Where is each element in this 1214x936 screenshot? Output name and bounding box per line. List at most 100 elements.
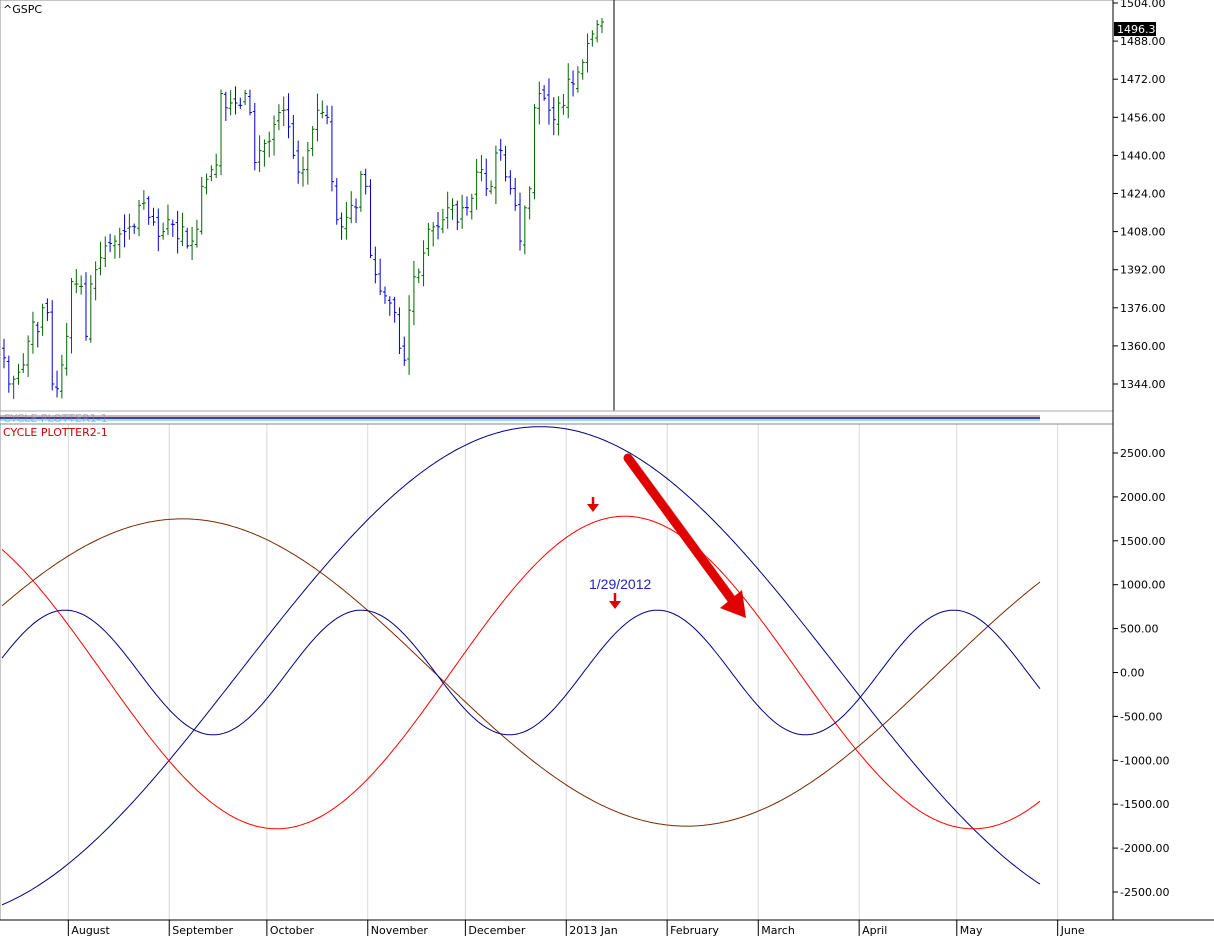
cycle-tick-label: -1000.00 <box>1120 754 1169 767</box>
cycle-line-blue-small <box>1 609 1041 736</box>
cycle-line-brown <box>1 518 1041 827</box>
cycle-tick-label: -2500.00 <box>1120 886 1169 899</box>
cycle-tick-label: 2500.00 <box>1120 447 1166 460</box>
indicator-panel-frame <box>0 423 1114 921</box>
price-bar <box>257 135 262 173</box>
price-bar <box>55 370 60 398</box>
price-bar <box>378 258 383 296</box>
price-bar <box>223 91 228 121</box>
price-bar <box>518 192 523 251</box>
price-bar <box>397 307 402 354</box>
price-bar <box>267 131 272 158</box>
price-bar <box>373 246 378 284</box>
price-bar <box>489 180 494 195</box>
price-bar <box>551 97 556 136</box>
price-bar <box>127 213 132 240</box>
price-tick-label: 1488.00 <box>1120 35 1166 48</box>
price-tick-label: 1424.00 <box>1120 188 1166 201</box>
price-bar <box>146 196 151 225</box>
month-label: 2013 Jan <box>569 924 617 936</box>
price-bar <box>64 322 69 376</box>
price-bar <box>79 275 84 295</box>
price-bar <box>286 93 291 139</box>
cycle-tick-label: -1500.00 <box>1120 798 1169 811</box>
price-bar <box>532 104 537 200</box>
price-bar <box>141 190 146 210</box>
price-tick-label: 1360.00 <box>1120 340 1166 353</box>
price-bar <box>460 194 465 229</box>
price-bar <box>238 97 243 109</box>
price-tick-label: 1440.00 <box>1120 149 1166 162</box>
price-bar <box>571 70 576 97</box>
ticker-label: ^GSPC <box>3 3 42 16</box>
price-bar <box>508 170 513 195</box>
price-bar <box>204 173 209 195</box>
collapsed-indicator-strip[interactable]: CYCLE PLOTTER1-1 <box>0 410 1114 425</box>
price-bar <box>527 186 532 220</box>
cycle-tick-label: -500.00 <box>1120 710 1162 723</box>
price-bar <box>445 191 450 229</box>
price-bar <box>2 338 6 369</box>
price-bar <box>243 89 248 106</box>
price-bar <box>180 212 185 247</box>
price-bar <box>320 100 325 119</box>
price-bar <box>151 207 156 226</box>
price-bar <box>431 222 436 247</box>
price-bar <box>575 66 580 93</box>
price-bar <box>310 126 315 157</box>
month-label: December <box>468 924 526 936</box>
price-tick-label: 1392.00 <box>1120 264 1166 277</box>
price-bar <box>455 200 460 231</box>
price-bar <box>83 272 88 341</box>
price-bar <box>219 89 224 176</box>
price-bar <box>474 158 479 210</box>
price-bar <box>301 156 305 187</box>
price-bar <box>69 278 74 354</box>
price-bar <box>93 261 98 301</box>
price-tick-label: 1472.00 <box>1120 73 1166 86</box>
last-price-badge: 1496.34 <box>1114 22 1163 36</box>
price-bar <box>185 227 190 249</box>
month-label: September <box>172 924 233 936</box>
price-bars <box>2 18 604 399</box>
price-bar <box>407 295 412 375</box>
price-bar <box>214 153 219 179</box>
price-tick-label: 1344.00 <box>1120 378 1166 391</box>
price-bar <box>262 139 267 167</box>
price-bar <box>339 212 344 240</box>
price-bar <box>513 178 518 211</box>
price-bar <box>228 90 233 116</box>
price-bar <box>484 158 489 197</box>
price-bar <box>392 296 397 323</box>
price-bar <box>98 241 103 276</box>
cycle-tick-label: 500.00 <box>1120 623 1159 636</box>
price-bar <box>368 179 373 259</box>
price-panel-frame <box>0 0 1114 412</box>
price-bar <box>40 303 45 336</box>
price-bar <box>272 115 277 156</box>
price-bar <box>296 140 301 184</box>
price-bar <box>363 168 368 195</box>
price-bar <box>175 210 180 254</box>
price-tick-label: 1408.00 <box>1120 226 1166 239</box>
price-bar <box>6 355 11 393</box>
price-bar <box>281 96 286 127</box>
month-label: November <box>371 924 429 936</box>
cycle-lines <box>1 426 1041 906</box>
price-bar <box>30 311 35 354</box>
price-bar <box>402 336 407 366</box>
price-bar <box>209 165 214 182</box>
right-value-axis: 1504.00 1488.00 1472.00 1456.00 1440.00 1424.… <box>1112 0 1169 920</box>
price-bar <box>108 233 113 253</box>
price-bar <box>546 78 551 125</box>
price-tick-label: 1456.00 <box>1120 111 1166 124</box>
price-tick-label: 1376.00 <box>1120 302 1166 315</box>
month-label: May <box>960 924 983 936</box>
month-label: October <box>270 924 314 936</box>
price-bar <box>59 354 64 399</box>
price-bar <box>358 170 363 212</box>
price-bar <box>595 19 600 43</box>
price-bar <box>88 275 93 343</box>
price-bar <box>26 335 31 377</box>
price-bar <box>464 196 469 216</box>
